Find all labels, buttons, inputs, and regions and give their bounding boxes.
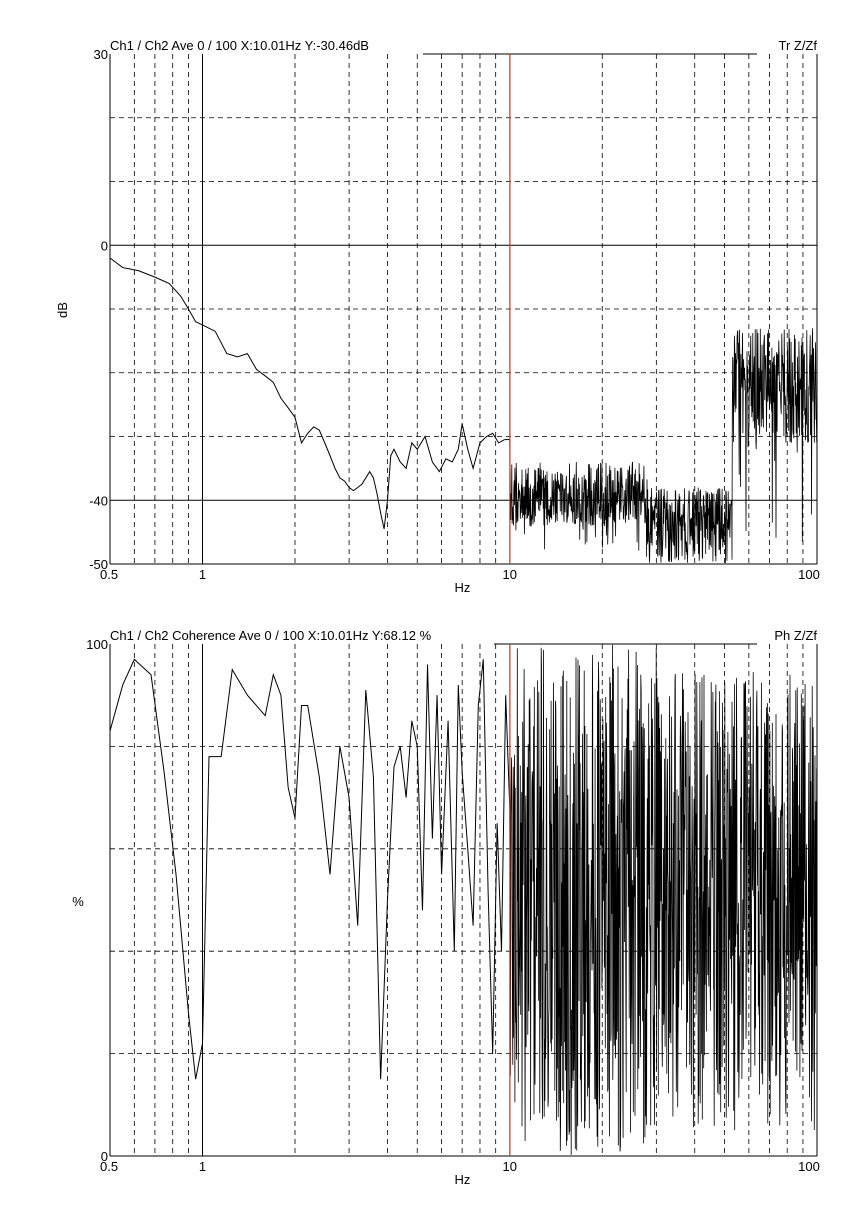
y-tick-label: 0 (101, 238, 108, 253)
series-line-dense (509, 644, 818, 1155)
x-tick-label: 1 (199, 1159, 206, 1174)
x-axis-label: Hz (455, 1172, 471, 1187)
chart-header: Ch1 / Ch2 Coherence Ave 0 / 100 X:10.01H… (110, 628, 432, 643)
chart-header: Ch1 / Ch2 Ave 0 / 100 X:10.01Hz Y:-30.46… (110, 38, 369, 53)
x-tick-label: 100 (798, 1159, 820, 1174)
y-axis-label: % (72, 894, 84, 909)
x-tick-label: 1 (199, 567, 206, 582)
y-tick-label: 0 (101, 1149, 108, 1164)
y-tick-label: 30 (94, 47, 108, 62)
y-axis-label: dB (55, 302, 70, 318)
x-tick-label: 0.5 (100, 567, 118, 582)
coherence-panel: Ch1 / Ch2 Coherence Ave 0 / 100 X:10.01H… (72, 628, 820, 1187)
series-line (109, 257, 510, 530)
series-line (109, 658, 511, 1080)
x-tick-label: 10 (503, 1159, 517, 1174)
x-tick-label: 100 (798, 567, 820, 582)
x-tick-label: 10 (503, 567, 517, 582)
y-tick-label: -40 (89, 493, 108, 508)
series-line-dense (509, 328, 818, 564)
transfer-function-panel: Ch1 / Ch2 Ave 0 / 100 X:10.01Hz Y:-30.46… (55, 38, 820, 595)
y-tick-label: -50 (89, 557, 108, 572)
y-tick-label: 100 (86, 637, 108, 652)
x-axis-label: Hz (455, 580, 471, 595)
chart-header-right: Tr Z/Zf (778, 38, 817, 53)
chart-header-right: Ph Z/Zf (774, 628, 817, 643)
x-tick-label: 0.5 (100, 1159, 118, 1174)
